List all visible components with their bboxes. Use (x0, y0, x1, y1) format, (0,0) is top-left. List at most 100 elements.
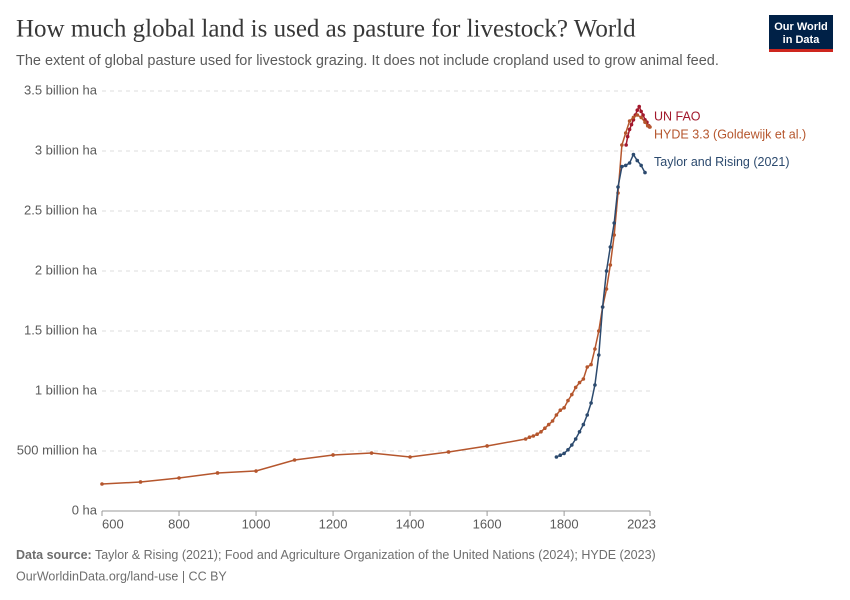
x-tick-label: 1400 (396, 516, 425, 531)
data-point (577, 380, 582, 385)
data-point (620, 143, 624, 147)
data-point (558, 408, 563, 413)
data-point (624, 143, 628, 147)
data-point (570, 443, 574, 447)
data-point (620, 164, 624, 169)
data-point (623, 163, 628, 168)
y-tick-label: 3 billion ha (35, 142, 98, 157)
chart-subtitle: The extent of global pasture used for li… (16, 53, 719, 69)
data-point (639, 115, 643, 120)
data-point (585, 365, 590, 369)
data-point (254, 469, 258, 473)
data-point (641, 113, 645, 117)
data-point (554, 413, 559, 417)
source: Data source: Taylor & Rising (2021); Foo… (16, 548, 656, 562)
x-tick-label: 2023 (627, 516, 656, 531)
data-point (581, 422, 586, 427)
series-line (101, 114, 651, 485)
y-tick-label: 0 ha (72, 502, 98, 517)
footer[interactable]: OurWorldinData.org/land-use | CC BY (16, 569, 227, 583)
data-point (596, 329, 601, 333)
logo-stripe (769, 49, 833, 52)
data-point (637, 104, 642, 109)
series-label: HYDE 3.3 (Goldewijk et al.) (654, 127, 806, 141)
data-point (550, 419, 555, 423)
data-point (631, 152, 636, 157)
data-point (593, 383, 597, 387)
data-point (623, 131, 628, 135)
series-label: UN FAO (654, 109, 701, 123)
data-point (625, 134, 630, 139)
data-point (631, 115, 636, 120)
data-point (369, 451, 374, 455)
data-point (546, 422, 551, 427)
data-point (570, 392, 574, 397)
data-point (585, 413, 590, 417)
logo-text: Our World (774, 21, 828, 33)
data-point (562, 451, 566, 456)
x-tick-label: 800 (168, 516, 190, 531)
data-point (535, 432, 539, 437)
data-point (648, 125, 652, 129)
series-label: Taylor and Rising (2021) (654, 155, 790, 169)
y-tick-label: 1.5 billion ha (24, 322, 98, 337)
x-tick-label: 1800 (550, 516, 579, 531)
data-point (639, 109, 643, 114)
data-point (596, 353, 601, 357)
data-point (627, 127, 632, 132)
data-point (581, 377, 586, 381)
data-point (100, 482, 104, 486)
data-point (292, 458, 297, 462)
data-point (573, 385, 578, 390)
data-point (643, 120, 647, 124)
y-tick-label: 2 billion ha (35, 262, 98, 277)
source-label: Data source: (16, 548, 92, 562)
data-point (635, 113, 640, 117)
data-point (616, 185, 620, 189)
data-point (577, 430, 582, 434)
y-tick-label: 3.5 billion ha (24, 82, 98, 97)
data-point (608, 263, 613, 267)
logo[interactable] (769, 15, 833, 52)
data-point (215, 471, 220, 475)
data-point (589, 401, 593, 405)
data-point (612, 221, 616, 225)
data-point (589, 362, 593, 367)
data-point (446, 450, 451, 454)
data-point (627, 119, 632, 123)
x-tick-label: 1600 (473, 516, 502, 531)
data-point (566, 398, 570, 403)
data-point (554, 455, 559, 459)
data-point (138, 480, 143, 484)
y-tick-label: 500 million ha (17, 442, 98, 457)
data-point (543, 426, 547, 431)
logo-text: in Data (783, 34, 821, 46)
data-point (629, 122, 634, 127)
data-point (604, 287, 609, 291)
source-text: Taylor & Rising (2021); Food and Agricul… (95, 548, 656, 562)
data-point (331, 453, 335, 457)
x-tick-label: 600 (102, 516, 124, 531)
data-point (566, 448, 570, 452)
y-tick-label: 2.5 billion ha (24, 202, 98, 217)
data-point (639, 163, 643, 168)
data-point (600, 305, 605, 309)
data-point (531, 434, 536, 438)
data-point (573, 437, 578, 441)
data-point (612, 233, 616, 237)
y-tick-label: 1 billion ha (35, 382, 98, 397)
data-point (635, 108, 640, 112)
data-point (627, 161, 632, 165)
data-point (539, 430, 543, 434)
data-point (558, 453, 563, 458)
data-point (604, 269, 609, 273)
data-point (643, 170, 647, 175)
data-point (608, 245, 613, 249)
data-point (562, 406, 566, 410)
chart-title: How much global land is used as pasture … (16, 16, 636, 43)
data-point (523, 437, 528, 441)
data-point (635, 158, 640, 163)
x-tick-label: 1000 (242, 516, 271, 531)
data-point (177, 476, 181, 480)
